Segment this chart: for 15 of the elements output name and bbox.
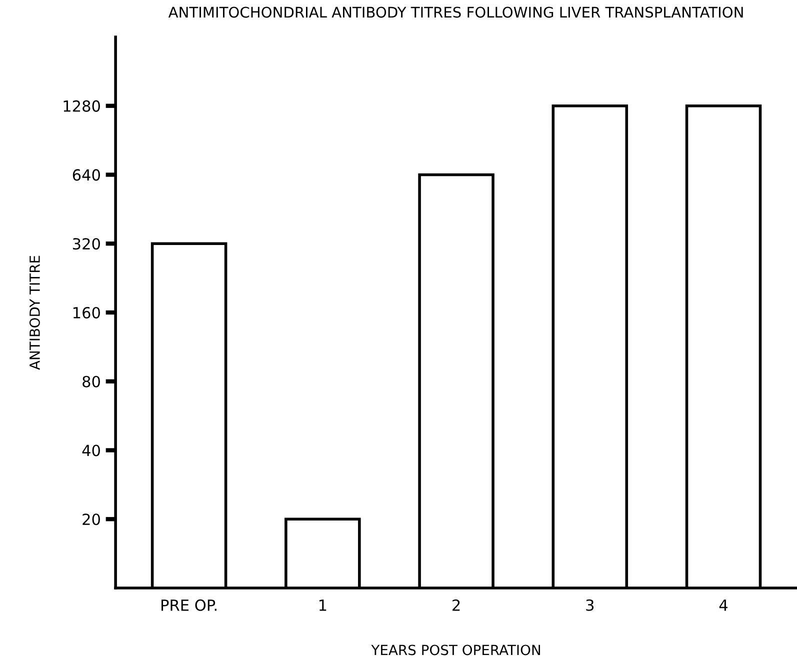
y-tick-label: 80 [82,376,100,388]
y-tick-label: 160 [74,306,100,318]
y-tick-label: 40 [82,444,100,456]
x-tick-label: 2 [452,599,460,611]
chart-title: ANTIMITOCHONDRIAL ANTIBODY TITRES FOLLOWING LIVER TRANSPLANTATION [168,6,743,18]
x-tick-label: 1 [319,600,326,611]
y-tick-label: 640 [72,169,100,181]
x-tick-label: 3 [586,599,594,611]
x-axis-title: YEARS POST OPERATION [371,644,540,656]
x-tick-label: 4 [719,600,728,611]
x-tick-label: PRE OP. [162,599,216,611]
y-tick-label: 20 [82,514,100,526]
y-axis-title: ANTIBODY TITRE [29,256,40,370]
y-tick-label: 1280 [64,100,100,112]
y-tick-label: 320 [72,238,100,250]
